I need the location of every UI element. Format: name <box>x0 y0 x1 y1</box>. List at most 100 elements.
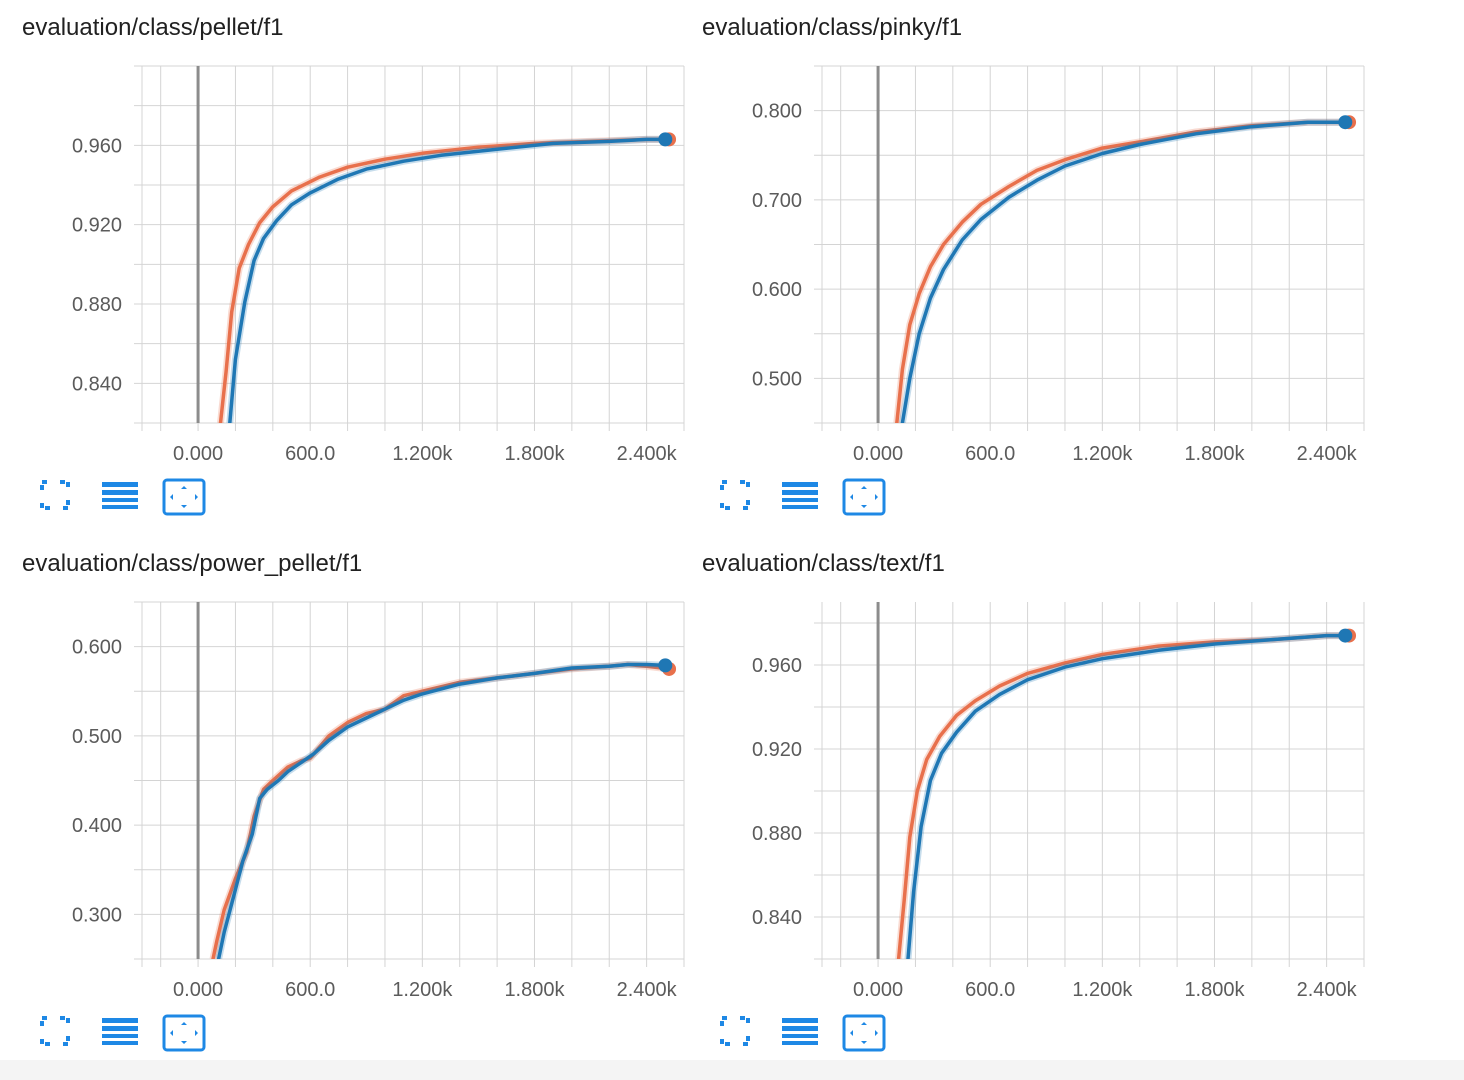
fit-to-data-icon <box>162 1014 206 1052</box>
series-line <box>906 633 1348 959</box>
toggle-log-scale-button[interactable] <box>100 478 142 518</box>
x-tick-label: 1.800k <box>1184 443 1245 465</box>
chart-toolbar <box>718 1014 918 1054</box>
grid <box>814 602 1365 967</box>
series-endpoint <box>1338 628 1353 643</box>
fit-domain-button[interactable] <box>162 478 206 518</box>
chart-title: evaluation/class/pinky/f1 <box>702 14 963 41</box>
lines-icon <box>782 482 818 509</box>
chart-card-pinky: evaluation/class/pinky/f1 0.000 600.0 1.20… <box>702 0 1392 530</box>
series-line <box>218 137 671 423</box>
series-endpoint <box>658 132 673 147</box>
series-run-orange <box>895 632 1351 959</box>
x-tick-label: 0.000 <box>173 979 223 1001</box>
expand-icon <box>720 480 750 510</box>
chart-card-pellet: evaluation/class/pellet/f1 0.000 600.0 1.2… <box>22 0 712 530</box>
expand-icon <box>720 1016 750 1046</box>
y-tick-label: 0.920 <box>752 739 802 761</box>
chart-toolbar <box>38 478 238 518</box>
y-tick-label: 0.600 <box>72 637 122 659</box>
expand-icon <box>40 480 70 510</box>
y-tick-label: 0.840 <box>72 373 122 395</box>
y-tick-label: 0.600 <box>752 279 802 301</box>
y-tick-label: 0.700 <box>752 190 802 212</box>
chart-plot-pinky[interactable]: 0.000 600.0 1.200k 1.800k 2.400k 0.500 0.600 0.… <box>702 0 1392 470</box>
x-tick-label: 2.400k <box>1297 979 1358 1001</box>
fullscreen-button[interactable] <box>718 478 760 518</box>
chart-plot-pellet[interactable]: 0.000 600.0 1.200k 1.800k 2.400k 0.840 0.880 0.… <box>22 0 712 470</box>
chart-plot-power-pellet[interactable]: 0.000 600.0 1.200k 1.800k 2.400k 0.300 0.400 0.… <box>22 536 712 1006</box>
y-tick-label: 0.500 <box>72 726 122 748</box>
fullscreen-button[interactable] <box>38 1014 80 1054</box>
chart-title: evaluation/class/power_pellet/f1 <box>22 550 363 577</box>
x-tick-label: 2.400k <box>1297 443 1358 465</box>
grid <box>134 601 685 967</box>
fit-to-data-icon <box>842 478 886 516</box>
lines-icon <box>102 1018 138 1045</box>
chart-title: evaluation/class/pellet/f1 <box>22 14 284 41</box>
x-tick-label: 1.200k <box>1072 443 1133 465</box>
x-tick-label: 1.200k <box>1072 979 1133 1001</box>
grid <box>134 65 685 431</box>
toggle-log-scale-button[interactable] <box>780 478 822 518</box>
x-tick-label: 1.800k <box>504 979 565 1001</box>
x-tick-label: 1.800k <box>1184 979 1245 1001</box>
x-tick-label: 1.200k <box>392 443 453 465</box>
y-tick-label: 0.300 <box>72 904 122 926</box>
y-tick-label: 0.840 <box>752 907 802 929</box>
series-run-blue <box>898 118 1348 423</box>
series-halo <box>904 632 1346 959</box>
lines-icon <box>782 1018 818 1045</box>
series-line <box>900 120 1348 423</box>
chart-card-text: evaluation/class/text/f1 0.000 600.0 1.200… <box>702 536 1392 1066</box>
fit-domain-button[interactable] <box>842 1014 886 1054</box>
chart-plot-text[interactable]: 0.000 600.0 1.200k 1.800k 2.400k 0.840 0.880 0.… <box>702 536 1392 1006</box>
chart-toolbar <box>718 478 918 518</box>
y-tick-label: 0.880 <box>752 823 802 845</box>
x-tick-label: 2.400k <box>617 443 678 465</box>
toggle-log-scale-button[interactable] <box>780 1014 822 1054</box>
x-tick-label: 0.000 <box>853 443 903 465</box>
y-tick-label: 0.960 <box>72 135 122 157</box>
fit-domain-button[interactable] <box>162 1014 206 1054</box>
x-tick-label: 0.000 <box>853 979 903 1001</box>
x-tick-label: 600.0 <box>285 979 335 1001</box>
x-tick-label: 600.0 <box>965 979 1015 1001</box>
fit-to-data-icon <box>842 1014 886 1052</box>
chart-title: evaluation/class/text/f1 <box>702 550 945 577</box>
series-halo <box>226 135 666 423</box>
y-tick-label: 0.400 <box>72 815 122 837</box>
chart-toolbar <box>38 1014 238 1054</box>
series-run-blue <box>215 661 668 959</box>
y-tick-label: 0.960 <box>752 655 802 677</box>
x-tick-label: 1.200k <box>392 979 453 1001</box>
expand-icon <box>40 1016 70 1046</box>
y-tick-label: 0.880 <box>72 294 122 316</box>
fullscreen-button[interactable] <box>718 1014 760 1054</box>
series-run-blue <box>904 632 1348 959</box>
x-tick-label: 0.000 <box>173 443 223 465</box>
x-tick-label: 1.800k <box>504 443 565 465</box>
series-run-blue <box>226 135 668 423</box>
series-endpoint <box>658 658 673 673</box>
series-line <box>228 137 668 423</box>
x-tick-label: 2.400k <box>617 979 678 1001</box>
fit-domain-button[interactable] <box>842 478 886 518</box>
x-tick-label: 600.0 <box>965 443 1015 465</box>
y-tick-label: 0.500 <box>752 368 802 390</box>
lines-icon <box>102 482 138 509</box>
toggle-log-scale-button[interactable] <box>100 1014 142 1054</box>
bottom-edge <box>0 1060 1464 1080</box>
series-halo <box>217 135 669 423</box>
y-tick-label: 0.800 <box>752 101 802 123</box>
y-tick-label: 0.920 <box>72 215 122 237</box>
chart-card-power-pellet: evaluation/class/power_pellet/f1 0.000 60… <box>22 536 712 1066</box>
series-line <box>216 662 668 959</box>
fullscreen-button[interactable] <box>38 478 80 518</box>
series-endpoint <box>1338 115 1353 130</box>
fit-to-data-icon <box>162 478 206 516</box>
series-line <box>896 633 1351 959</box>
series-run-orange <box>217 135 671 423</box>
series-halo <box>895 632 1349 959</box>
x-tick-label: 600.0 <box>285 443 335 465</box>
